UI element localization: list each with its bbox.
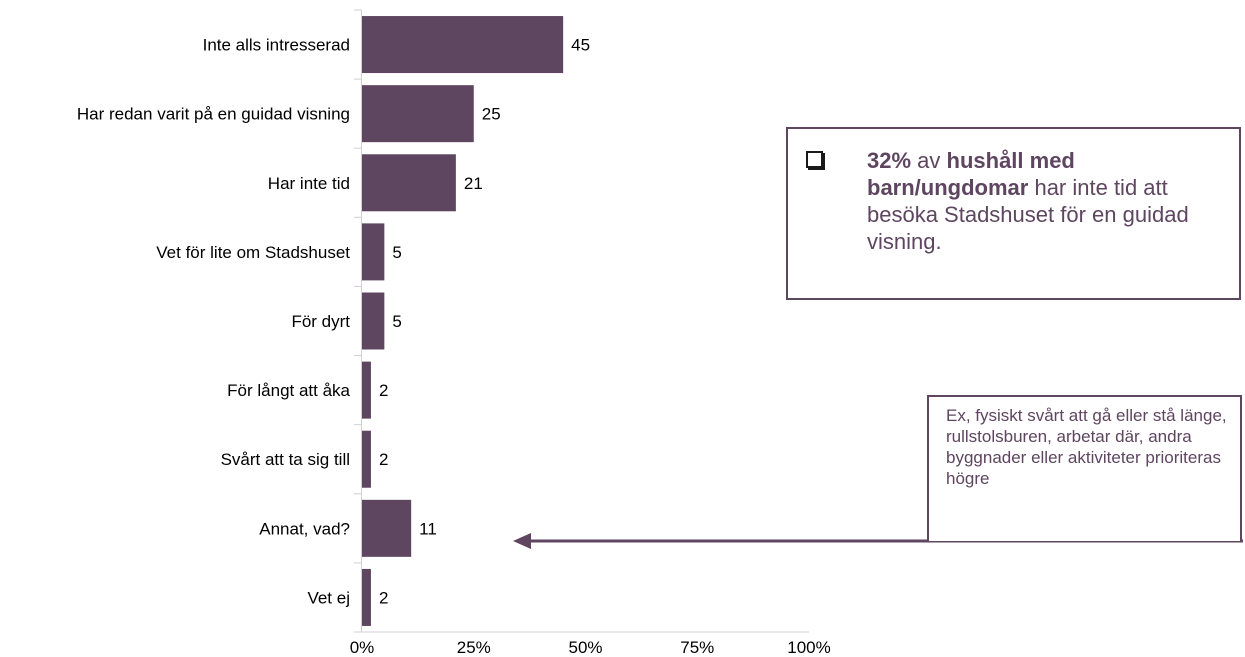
x-tick-label: 0% (350, 638, 375, 657)
value-label: 5 (392, 312, 401, 331)
value-label: 45 (571, 36, 590, 55)
bar (362, 223, 385, 281)
category-label: Vet för lite om Stadshuset (156, 243, 350, 262)
callout-box: 32% av hushåll med barn/ungdomar har int… (786, 127, 1241, 300)
callout-text-1: av (911, 148, 947, 173)
value-label: 25 (482, 105, 501, 124)
value-label: 2 (379, 450, 388, 469)
value-label: 11 (419, 519, 437, 538)
bars-group (362, 16, 564, 626)
category-label: Annat, vad? (259, 519, 350, 538)
category-label: Vet ej (307, 588, 350, 607)
callout-text: 32% av hushåll med barn/ungdomar har int… (867, 147, 1227, 255)
value-label: 2 (379, 381, 388, 400)
checkbox-bullet-icon (806, 151, 823, 168)
bar (362, 568, 371, 626)
category-label: För dyrt (291, 312, 350, 331)
bar (362, 361, 371, 419)
category-label: Har redan varit på en guidad visning (77, 105, 350, 124)
callout-text-2: har inte tid att besöka Stadshuset för e… (867, 175, 1189, 254)
category-label: Inte alls intresserad (203, 36, 350, 55)
category-label: Har inte tid (268, 174, 350, 193)
bar (362, 16, 564, 74)
x-tick-label: 25% (457, 638, 491, 657)
pointer-arrow (513, 533, 1243, 549)
arrow-head-icon (513, 533, 531, 549)
category-label: För långt att åka (227, 381, 350, 400)
bar (362, 85, 474, 143)
value-label: 2 (379, 588, 388, 607)
bar (362, 499, 412, 557)
x-tick-label: 75% (680, 638, 714, 657)
bar (362, 430, 371, 488)
category-label: Svårt att ta sig till (221, 450, 350, 469)
value-label: 5 (392, 243, 401, 262)
x-tick-label: 100% (787, 638, 830, 657)
axes-group: Inte alls intresserad 45 Har redan varit p… (77, 9, 831, 657)
note-box: Ex, fysiskt svårt att gå eller stå länge… (927, 395, 1242, 541)
note-text: Ex, fysiskt svårt att gå eller stå länge… (946, 406, 1227, 488)
x-tick-label: 50% (568, 638, 602, 657)
callout-percent: 32% (867, 148, 912, 173)
bar (362, 154, 456, 212)
value-label: 21 (464, 174, 483, 193)
bar (362, 292, 385, 350)
callout-bold-phrase: hushåll med barn/ungdomar (867, 148, 1075, 200)
